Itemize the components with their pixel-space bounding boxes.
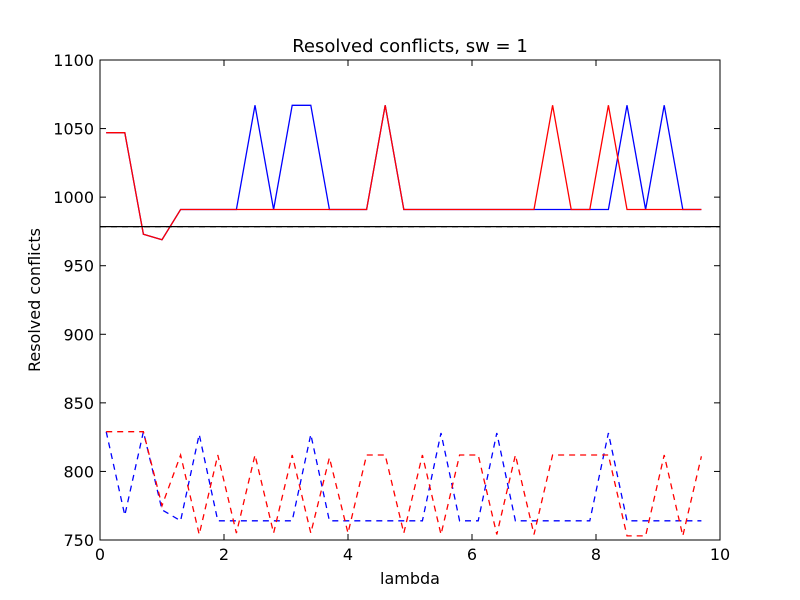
x-tick-label: 10 xyxy=(710,545,730,564)
y-tick-label: 1100 xyxy=(53,51,94,70)
chart-title: Resolved conflicts, sw = 1 xyxy=(292,36,528,57)
x-tick-label: 2 xyxy=(219,545,229,564)
y-tick-label: 900 xyxy=(63,325,94,344)
series-line-2 xyxy=(105,431,702,522)
x-tick-label: 8 xyxy=(591,545,601,564)
y-tick-label: 750 xyxy=(63,531,94,550)
y-tick-label: 800 xyxy=(63,462,94,481)
series-line-1 xyxy=(106,105,702,241)
plot-frame xyxy=(99,59,721,541)
y-tick-label: 1050 xyxy=(53,120,94,139)
series-line-3 xyxy=(106,431,703,537)
y-axis-title: Resolved conflicts xyxy=(25,228,44,372)
plot-area xyxy=(100,104,720,537)
x-tick-label: 0 xyxy=(95,545,105,564)
y-tick-label: 850 xyxy=(63,394,94,413)
x-axis-title: lambda xyxy=(380,569,440,588)
y-tick-label: 950 xyxy=(63,257,94,276)
x-tick-label: 6 xyxy=(467,545,477,564)
axis-ticks: 0 2 4 6 8 10 750 800 850 900 950 1000 1050 1100 xyxy=(53,51,730,564)
y-tick-label: 1000 xyxy=(53,188,94,207)
x-tick-label: 4 xyxy=(343,545,353,564)
